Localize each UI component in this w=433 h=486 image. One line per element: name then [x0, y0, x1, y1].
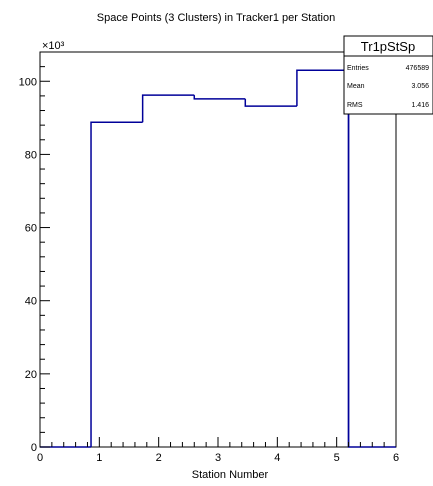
stats-box-frame	[343, 35, 433, 115]
y-tick-label: 0	[31, 442, 37, 454]
stats-entries-label: Entries	[347, 65, 369, 72]
y-axis: 0 20 40 60 80 100	[19, 51, 50, 454]
stats-mean-label: Mean	[347, 83, 365, 90]
x-tick-label: 4	[274, 452, 280, 464]
stats-box-name: Tr1pStSp	[361, 39, 415, 54]
y-tick-label: 100	[19, 76, 37, 88]
x-tick-label: 0	[37, 452, 43, 464]
x-tick-label: 3	[215, 452, 221, 464]
x-tick-label: 1	[96, 452, 102, 464]
chart-title: Space Points (3 Clusters) in Tracker1 pe…	[97, 12, 335, 24]
x-axis-label: Station Number	[192, 469, 269, 481]
x-axis: 0 1 2 3 4 5 6	[37, 437, 399, 464]
plot-frame	[39, 51, 397, 448]
stats-rms-value: 1.416	[411, 102, 429, 109]
stats-rms-label: RMS	[347, 102, 363, 109]
stats-entries-value: 476589	[406, 65, 429, 72]
x-tick-label: 2	[156, 452, 162, 464]
histogram-bin	[244, 98, 297, 107]
y-tick-label: 20	[25, 369, 37, 381]
y-tick-label: 40	[25, 296, 37, 308]
stats-box: Tr1pStSp Entries 476589 Mean 3.056 RMS 1…	[343, 35, 433, 115]
x-tick-label: 5	[334, 452, 340, 464]
histogram-bin	[90, 121, 143, 447]
x-tick-label: 6	[393, 452, 399, 464]
stats-mean-value: 3.056	[411, 83, 429, 90]
y-tick-label: 60	[25, 223, 37, 235]
y-tick-label: 80	[25, 149, 37, 161]
histogram-bin	[347, 70, 396, 448]
histogram-bars	[40, 69, 396, 448]
histogram-bin	[296, 69, 350, 447]
y-axis-multiplier: ×10³	[42, 40, 65, 52]
histogram-bin	[141, 94, 195, 123]
histogram-bin	[193, 95, 246, 100]
